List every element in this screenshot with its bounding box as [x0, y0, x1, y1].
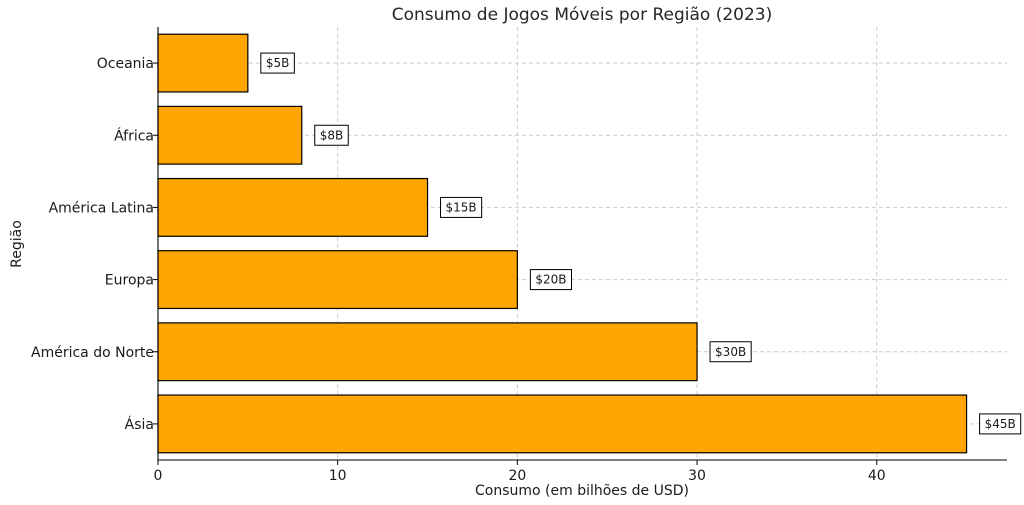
bar [157, 177, 429, 237]
bar-value-label: $20B [535, 273, 566, 287]
y-tick-label: Europa [105, 273, 154, 289]
bar-value-label: $30B [715, 345, 746, 359]
bar-value-label: $8B [320, 128, 344, 142]
bars [157, 33, 968, 454]
bar-value-label-box [440, 196, 483, 218]
bar-value-label-box [709, 341, 752, 363]
bar [157, 33, 249, 93]
x-tick-label: 20 [508, 468, 526, 484]
x-tick-label: 40 [868, 468, 886, 484]
axes [157, 27, 1007, 461]
bar [157, 105, 303, 165]
bar [157, 394, 968, 454]
bar [157, 250, 518, 310]
y-tick-label: América do Norte [31, 345, 154, 361]
bar-value-label-box [314, 124, 349, 146]
x-tick-label: 30 [688, 468, 706, 484]
x-tick-label: 10 [329, 468, 347, 484]
y-ticks: Ásia América do Norte Europa América Latina… [31, 56, 158, 433]
y-tick-label: Oceania [97, 56, 154, 72]
y-tick-label: Ásia [125, 416, 154, 433]
chart-title: Consumo de Jogos Móveis por Região (2023… [392, 5, 773, 25]
y-tick-label: América Latina [49, 200, 154, 216]
x-ticks: 0 10 20 30 40 [154, 460, 886, 484]
bar [157, 322, 698, 382]
data-labels: $45B $30B $20B $15B $8B $5B [260, 52, 1022, 435]
bar-value-label: $45B [985, 417, 1016, 431]
x-axis-label: Consumo (em bilhões de USD) [475, 483, 689, 499]
y-tick-label: África [114, 127, 154, 144]
bar-value-label-box [529, 269, 573, 291]
x-tick-label: 0 [154, 468, 163, 484]
bar-value-label-box [260, 52, 295, 74]
bar-value-label-box [979, 413, 1022, 435]
y-axis-label: Região [9, 220, 25, 268]
bar-value-label: $5B [266, 56, 290, 70]
bar-value-label: $15B [446, 200, 477, 214]
